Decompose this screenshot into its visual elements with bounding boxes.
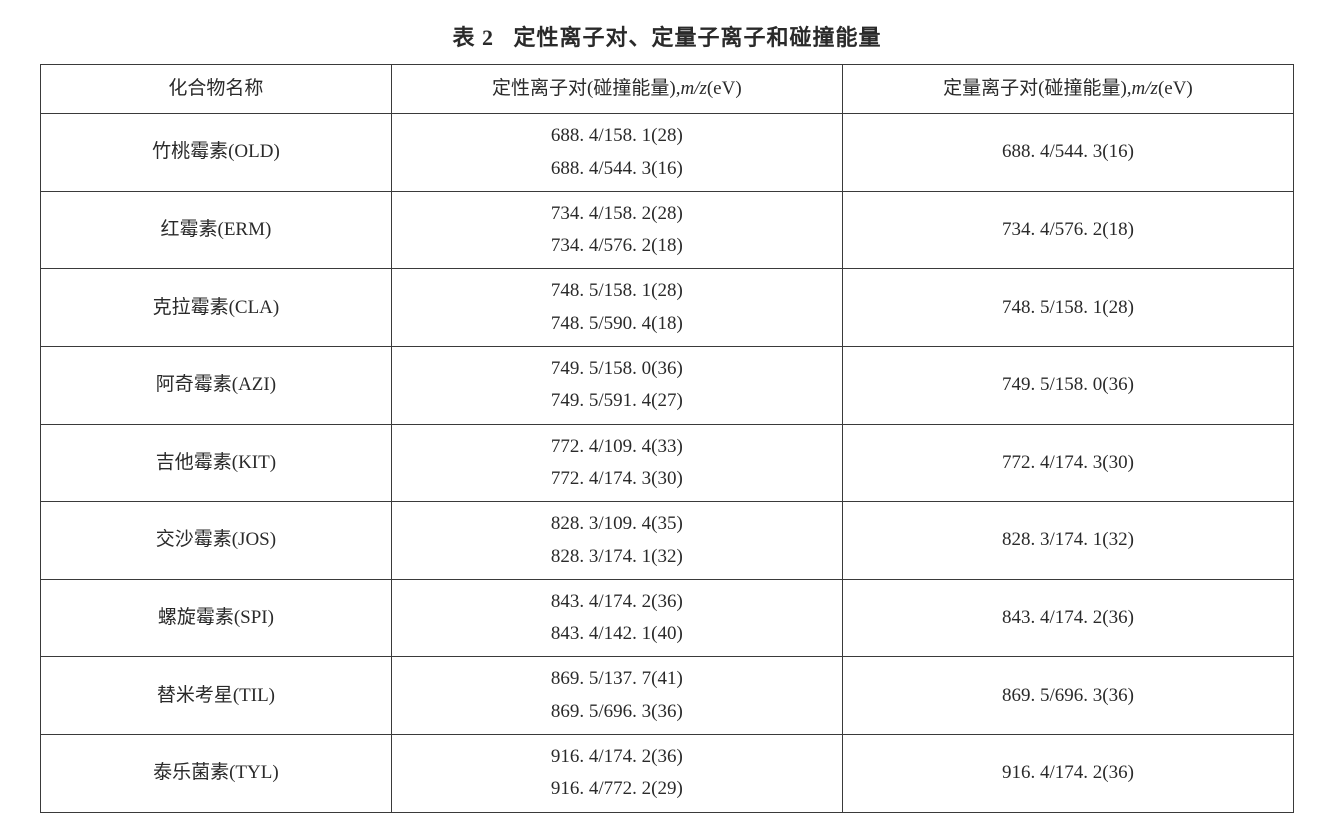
- ion-pair-table: 化合物名称 定性离子对(碰撞能量),m/z(eV) 定量离子对(碰撞能量),m/…: [40, 64, 1294, 813]
- table-row: 泰乐菌素(TYL)916. 4/174. 2(36)916. 4/772. 2(…: [41, 735, 1294, 813]
- qual-line-2: 843. 4/142. 1(40): [396, 618, 838, 650]
- table-row: 克拉霉素(CLA)748. 5/158. 1(28)748. 5/590. 4(…: [41, 269, 1294, 347]
- table-row: 红霉素(ERM)734. 4/158. 2(28)734. 4/576. 2(1…: [41, 191, 1294, 269]
- cell-compound-name: 竹桃霉素(OLD): [41, 114, 392, 192]
- qual-line-2: 749. 5/591. 4(27): [396, 385, 838, 417]
- table-row: 竹桃霉素(OLD)688. 4/158. 1(28)688. 4/544. 3(…: [41, 114, 1294, 192]
- table-row: 螺旋霉素(SPI)843. 4/174. 2(36)843. 4/142. 1(…: [41, 579, 1294, 657]
- cell-compound-name: 吉他霉素(KIT): [41, 424, 392, 502]
- qual-line-1: 772. 4/109. 4(33): [396, 431, 838, 463]
- qual-line-2: 748. 5/590. 4(18): [396, 308, 838, 340]
- qual-line-2: 734. 4/576. 2(18): [396, 230, 838, 262]
- cell-qualitative: 748. 5/158. 1(28)748. 5/590. 4(18): [391, 269, 842, 347]
- caption-prefix: 表 2: [452, 25, 494, 50]
- caption-body: 定性离子对、定量子离子和碰撞能量: [514, 25, 882, 50]
- header-unit-suffix: (eV): [707, 78, 742, 99]
- table-header-row: 化合物名称 定性离子对(碰撞能量),m/z(eV) 定量离子对(碰撞能量),m/…: [41, 65, 1294, 114]
- table-body: 竹桃霉素(OLD)688. 4/158. 1(28)688. 4/544. 3(…: [41, 114, 1294, 812]
- header-quantitative: 定量离子对(碰撞能量),m/z(eV): [842, 65, 1293, 114]
- cell-qualitative: 734. 4/158. 2(28)734. 4/576. 2(18): [391, 191, 842, 269]
- table-row: 交沙霉素(JOS)828. 3/109. 4(35)828. 3/174. 1(…: [41, 502, 1294, 580]
- cell-quantitative: 828. 3/174. 1(32): [842, 502, 1293, 580]
- header-quant-prefix: 定量离子对(碰撞能量),: [943, 78, 1131, 99]
- qual-line-1: 828. 3/109. 4(35): [396, 508, 838, 540]
- qual-line-1: 734. 4/158. 2(28): [396, 198, 838, 230]
- header-mz-symbol: m/z: [1132, 78, 1158, 99]
- qual-line-1: 749. 5/158. 0(36): [396, 353, 838, 385]
- cell-qualitative: 828. 3/109. 4(35)828. 3/174. 1(32): [391, 502, 842, 580]
- qual-line-1: 748. 5/158. 1(28): [396, 275, 838, 307]
- cell-qualitative: 772. 4/109. 4(33)772. 4/174. 3(30): [391, 424, 842, 502]
- qual-line-2: 869. 5/696. 3(36): [396, 696, 838, 728]
- cell-quantitative: 688. 4/544. 3(16): [842, 114, 1293, 192]
- cell-quantitative: 749. 5/158. 0(36): [842, 347, 1293, 425]
- cell-qualitative: 843. 4/174. 2(36)843. 4/142. 1(40): [391, 579, 842, 657]
- qual-line-2: 772. 4/174. 3(30): [396, 463, 838, 495]
- qual-line-1: 843. 4/174. 2(36): [396, 586, 838, 618]
- cell-quantitative: 748. 5/158. 1(28): [842, 269, 1293, 347]
- qual-line-2: 916. 4/772. 2(29): [396, 773, 838, 805]
- header-qualitative: 定性离子对(碰撞能量),m/z(eV): [391, 65, 842, 114]
- cell-quantitative: 734. 4/576. 2(18): [842, 191, 1293, 269]
- header-qual-prefix: 定性离子对(碰撞能量),: [492, 78, 680, 99]
- header-mz-symbol: m/z: [680, 78, 706, 99]
- cell-compound-name: 泰乐菌素(TYL): [41, 735, 392, 813]
- cell-compound-name: 阿奇霉素(AZI): [41, 347, 392, 425]
- cell-quantitative: 869. 5/696. 3(36): [842, 657, 1293, 735]
- cell-compound-name: 红霉素(ERM): [41, 191, 392, 269]
- header-compound-name: 化合物名称: [41, 65, 392, 114]
- cell-quantitative: 772. 4/174. 3(30): [842, 424, 1293, 502]
- qual-line-1: 688. 4/158. 1(28): [396, 120, 838, 152]
- table-caption: 表 2 定性离子对、定量子离子和碰撞能量: [40, 20, 1294, 52]
- cell-compound-name: 替米考星(TIL): [41, 657, 392, 735]
- cell-compound-name: 螺旋霉素(SPI): [41, 579, 392, 657]
- cell-compound-name: 克拉霉素(CLA): [41, 269, 392, 347]
- cell-quantitative: 843. 4/174. 2(36): [842, 579, 1293, 657]
- table-row: 阿奇霉素(AZI)749. 5/158. 0(36)749. 5/591. 4(…: [41, 347, 1294, 425]
- cell-qualitative: 869. 5/137. 7(41)869. 5/696. 3(36): [391, 657, 842, 735]
- cell-quantitative: 916. 4/174. 2(36): [842, 735, 1293, 813]
- qual-line-2: 828. 3/174. 1(32): [396, 541, 838, 573]
- cell-qualitative: 749. 5/158. 0(36)749. 5/591. 4(27): [391, 347, 842, 425]
- qual-line-1: 869. 5/137. 7(41): [396, 663, 838, 695]
- cell-qualitative: 688. 4/158. 1(28)688. 4/544. 3(16): [391, 114, 842, 192]
- cell-qualitative: 916. 4/174. 2(36)916. 4/772. 2(29): [391, 735, 842, 813]
- cell-compound-name: 交沙霉素(JOS): [41, 502, 392, 580]
- qual-line-2: 688. 4/544. 3(16): [396, 153, 838, 185]
- table-row: 吉他霉素(KIT)772. 4/109. 4(33)772. 4/174. 3(…: [41, 424, 1294, 502]
- header-unit-suffix: (eV): [1158, 78, 1193, 99]
- table-row: 替米考星(TIL)869. 5/137. 7(41)869. 5/696. 3(…: [41, 657, 1294, 735]
- qual-line-1: 916. 4/174. 2(36): [396, 741, 838, 773]
